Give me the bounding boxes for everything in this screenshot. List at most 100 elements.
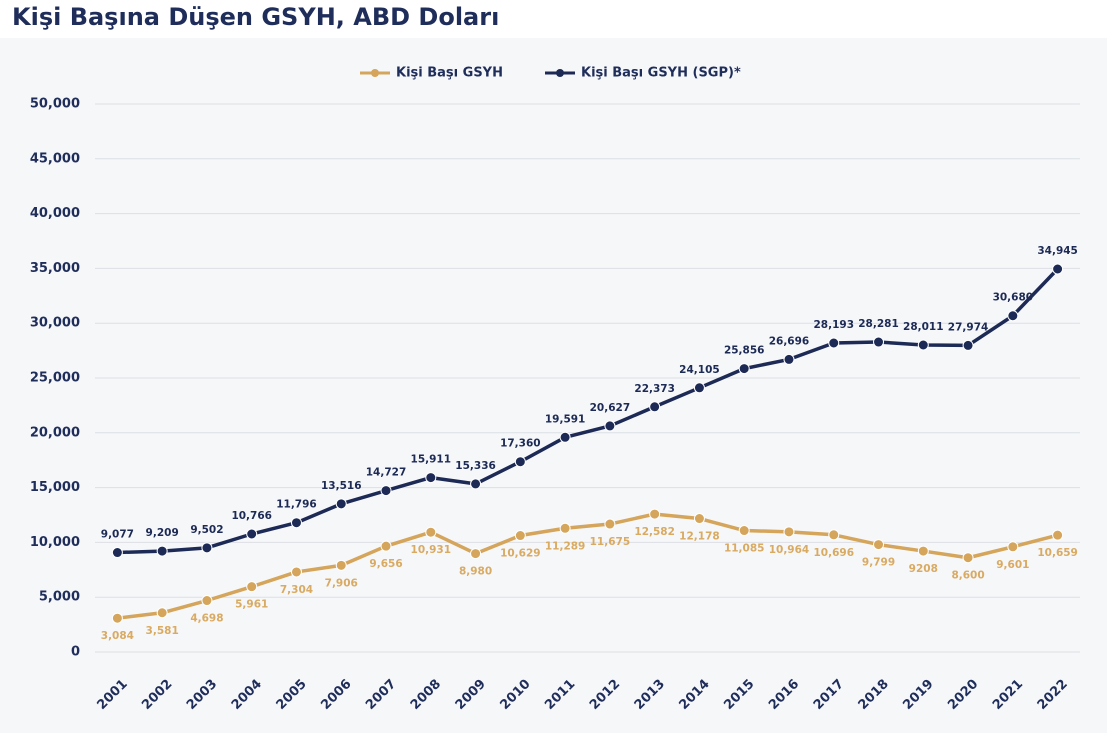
data-point bbox=[783, 353, 795, 365]
data-point bbox=[201, 542, 213, 554]
data-label: 14,727 bbox=[366, 467, 407, 479]
y-tick-label: 30,000 bbox=[30, 316, 80, 331]
data-point bbox=[559, 431, 571, 443]
data-point bbox=[156, 607, 168, 619]
data-point bbox=[425, 472, 437, 484]
data-label: 17,360 bbox=[500, 438, 541, 450]
data-point bbox=[693, 382, 705, 394]
data-point bbox=[380, 540, 392, 552]
data-label: 8,600 bbox=[951, 570, 984, 582]
data-label: 3,581 bbox=[146, 625, 179, 637]
y-tick-label: 0 bbox=[71, 645, 80, 660]
y-tick-label: 45,000 bbox=[30, 151, 80, 166]
data-label: 28,011 bbox=[903, 321, 944, 333]
data-point bbox=[783, 526, 795, 538]
y-tick-label: 50,000 bbox=[30, 97, 80, 112]
data-label: 10,766 bbox=[231, 510, 272, 522]
data-label: 11,796 bbox=[276, 499, 317, 511]
y-tick-label: 5,000 bbox=[39, 590, 80, 605]
data-point bbox=[156, 545, 168, 557]
data-point bbox=[828, 337, 840, 349]
data-label: 24,105 bbox=[679, 364, 720, 376]
data-label: 13,516 bbox=[321, 480, 362, 492]
data-label: 28,281 bbox=[858, 318, 899, 330]
data-label: 12,178 bbox=[679, 531, 720, 543]
data-point bbox=[962, 552, 974, 564]
data-point bbox=[873, 336, 885, 348]
data-point bbox=[290, 517, 302, 529]
data-point bbox=[380, 485, 392, 497]
data-point bbox=[1007, 541, 1019, 553]
data-label: 10,964 bbox=[769, 544, 810, 556]
data-point bbox=[246, 581, 258, 593]
data-label: 15,911 bbox=[411, 454, 452, 466]
data-point bbox=[111, 547, 123, 559]
data-label: 9,077 bbox=[101, 529, 134, 541]
data-point bbox=[559, 522, 571, 534]
data-label: 28,193 bbox=[813, 319, 854, 331]
chart-background bbox=[0, 38, 1107, 733]
data-point bbox=[738, 525, 750, 537]
data-point bbox=[917, 339, 929, 351]
data-label: 9,502 bbox=[190, 524, 223, 536]
data-label: 9,799 bbox=[862, 557, 895, 569]
data-label: 9,656 bbox=[369, 558, 402, 570]
legend-marker bbox=[556, 69, 564, 77]
data-point bbox=[873, 539, 885, 551]
y-tick-label: 15,000 bbox=[30, 480, 80, 495]
legend-marker bbox=[371, 69, 379, 77]
data-label: 30,680 bbox=[993, 292, 1034, 304]
data-label: 27,974 bbox=[948, 321, 989, 333]
data-point bbox=[604, 518, 616, 530]
data-point bbox=[246, 528, 258, 540]
data-point bbox=[335, 498, 347, 510]
data-label: 9,601 bbox=[996, 559, 1029, 571]
chart-title: Kişi Başına Düşen GSYH, ABD Doları bbox=[12, 3, 499, 31]
data-point bbox=[649, 508, 661, 520]
data-label: 10,696 bbox=[813, 547, 854, 559]
data-label: 7,304 bbox=[280, 584, 313, 596]
data-point bbox=[290, 566, 302, 578]
data-point bbox=[649, 401, 661, 413]
data-label: 11,675 bbox=[590, 536, 631, 548]
data-point bbox=[917, 545, 929, 557]
data-label: 8,980 bbox=[459, 566, 492, 578]
data-point bbox=[514, 530, 526, 542]
data-point bbox=[738, 363, 750, 375]
data-label: 12,582 bbox=[634, 526, 675, 538]
data-label: 26,696 bbox=[769, 335, 810, 347]
data-point bbox=[1052, 529, 1064, 541]
data-point bbox=[201, 595, 213, 607]
data-label: 34,945 bbox=[1037, 245, 1078, 257]
data-label: 22,373 bbox=[634, 383, 675, 395]
data-point bbox=[514, 456, 526, 468]
data-label: 5,961 bbox=[235, 599, 268, 611]
data-label: 11,085 bbox=[724, 543, 765, 555]
data-point bbox=[470, 478, 482, 490]
y-tick-label: 10,000 bbox=[30, 535, 80, 550]
data-point bbox=[693, 513, 705, 525]
data-label: 11,289 bbox=[545, 540, 586, 552]
data-point bbox=[1052, 263, 1064, 275]
data-point bbox=[470, 548, 482, 560]
data-label: 10,629 bbox=[500, 548, 541, 560]
data-label: 9,209 bbox=[146, 527, 179, 539]
y-tick-label: 25,000 bbox=[30, 371, 80, 386]
data-label: 10,659 bbox=[1037, 547, 1078, 559]
data-point bbox=[828, 529, 840, 541]
data-point bbox=[111, 612, 123, 624]
data-label: 7,906 bbox=[325, 577, 358, 589]
data-label: 15,336 bbox=[455, 460, 496, 472]
y-tick-label: 20,000 bbox=[30, 425, 80, 440]
data-label: 3,084 bbox=[101, 630, 134, 642]
data-label: 19,591 bbox=[545, 413, 586, 425]
data-point bbox=[1007, 310, 1019, 322]
data-label: 20,627 bbox=[590, 402, 631, 414]
series-line bbox=[117, 512, 1059, 620]
data-label: 25,856 bbox=[724, 345, 765, 357]
data-label: 10,931 bbox=[411, 544, 452, 556]
data-label: 9208 bbox=[909, 563, 938, 575]
data-label: 4,698 bbox=[190, 613, 223, 625]
data-point bbox=[335, 559, 347, 571]
